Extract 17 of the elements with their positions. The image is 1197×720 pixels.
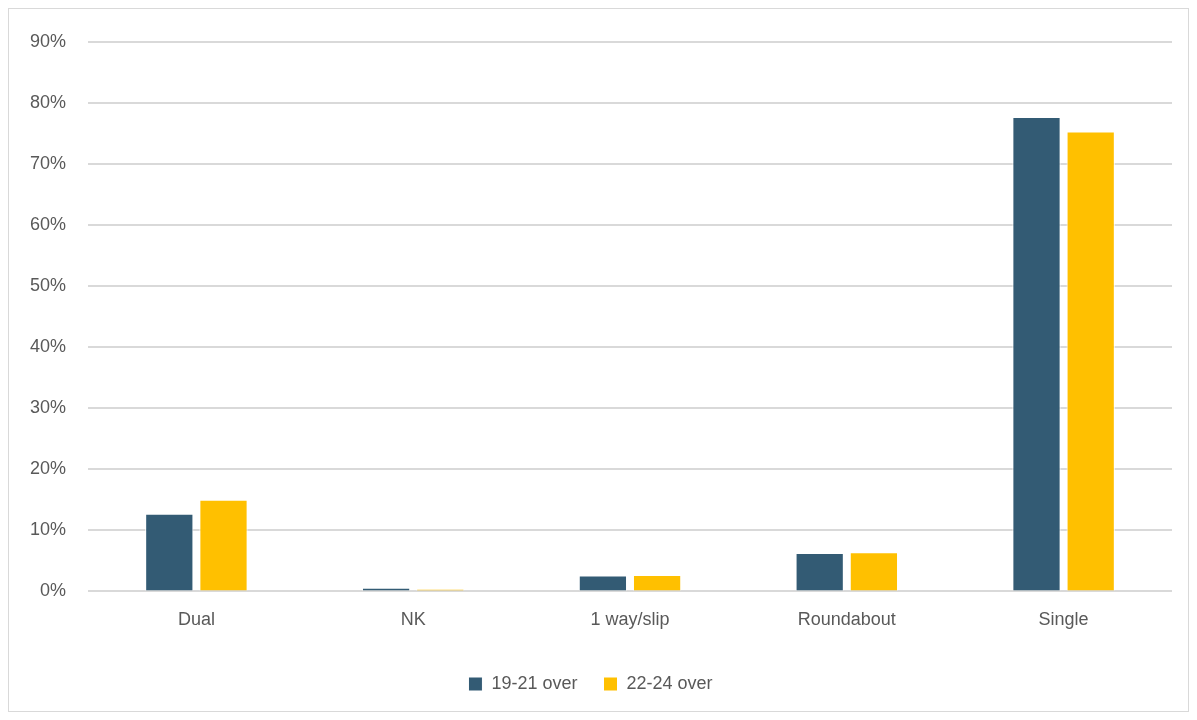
x-tick-label: Single [1038, 609, 1089, 630]
legend-label: 22-24 over [626, 672, 713, 693]
y-tick-label: 10% [29, 519, 66, 540]
x-tick-label: NK [400, 609, 426, 630]
y-tick-label: 30% [29, 397, 66, 418]
y-tick-label: 70% [29, 152, 66, 173]
y-tick-label: 60% [29, 213, 66, 234]
y-tick-label: 50% [29, 275, 66, 296]
y-tick-label: 40% [29, 336, 66, 357]
y-tick-label: 80% [29, 91, 66, 112]
x-tick-label: Dual [177, 609, 215, 630]
y-tick-label: 90% [29, 30, 66, 51]
x-tick-label: Roundabout [797, 609, 896, 630]
y-tick-label: 20% [29, 458, 66, 479]
y-tick-label: 0% [39, 580, 66, 601]
x-tick-label: 1 way/slip [590, 609, 670, 630]
legend-label: 19-21 over [491, 672, 578, 693]
